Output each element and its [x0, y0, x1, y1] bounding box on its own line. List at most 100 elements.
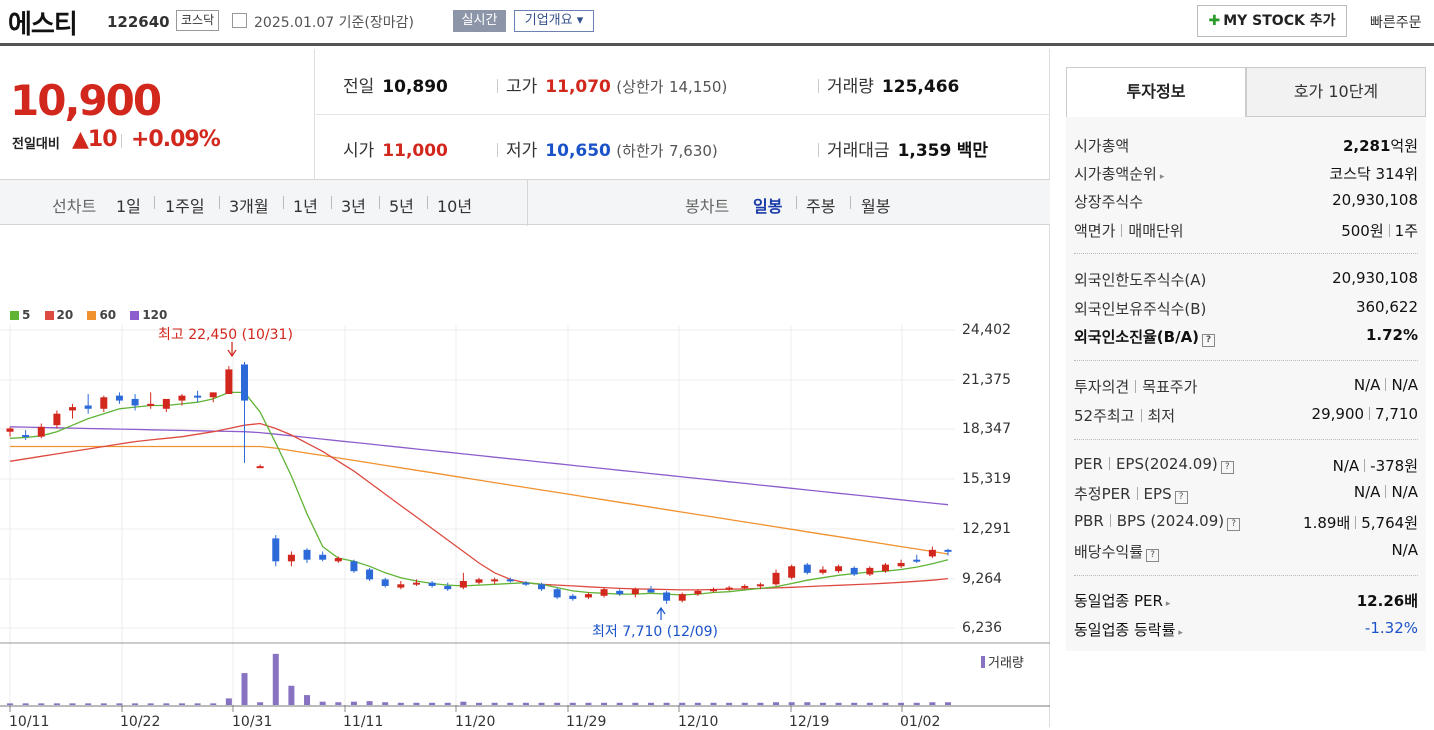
- tab-3y[interactable]: 3년: [341, 197, 366, 216]
- y-tick: 12,291: [962, 521, 1011, 537]
- volume-bar: [726, 702, 733, 705]
- stock-code: 122640: [107, 13, 170, 31]
- candle-body: [272, 538, 280, 562]
- per-eps-row: PER EPS(2024.09)? N/A -378원: [1074, 455, 1418, 475]
- candle-body: [584, 594, 592, 598]
- help-icon[interactable]: ?: [1174, 491, 1188, 504]
- candle-body: [850, 567, 858, 575]
- industry-per-row[interactable]: 동일업종 PER ▸ 12.26배: [1074, 592, 1418, 610]
- price-chart[interactable]: 5 20 60 120 24,402 21,375 18,347 15,319 …: [0, 225, 1050, 730]
- my-stock-add-button[interactable]: ✚ MY STOCK 추가: [1197, 5, 1347, 37]
- volume-bar: [538, 702, 545, 705]
- tab-1y[interactable]: 1년: [293, 197, 318, 216]
- legend-ma5: 5: [10, 308, 30, 322]
- volume-bar: [819, 702, 826, 705]
- volume-bar: [773, 702, 780, 705]
- help-icon[interactable]: ?: [1220, 461, 1234, 474]
- candle-body: [459, 581, 467, 588]
- volume-bar: [601, 702, 608, 705]
- candle-body: [287, 554, 295, 562]
- volume-bar: [569, 702, 576, 705]
- candle-body: [319, 554, 327, 560]
- tab-invest-info[interactable]: 투자정보: [1066, 67, 1246, 117]
- volume-bar: [694, 702, 701, 705]
- stock-name: 에스티: [8, 10, 78, 40]
- x-tick: 01/02: [900, 714, 941, 730]
- ma20-line: [9, 422, 949, 591]
- x-tick: 11/20: [455, 714, 496, 730]
- trade-amount: 거래대금 1,359 백만: [818, 136, 988, 161]
- volume-bar: [757, 702, 764, 705]
- candle-body: [22, 435, 30, 438]
- volume-bar: [38, 703, 45, 705]
- candle-body: [772, 572, 780, 585]
- candle-body: [69, 407, 77, 411]
- candle-body: [6, 428, 14, 432]
- industry-rate-row[interactable]: 동일업종 등락률 ▸ -1.32%: [1074, 619, 1418, 639]
- stock-header: 에스티 122640 코스닥 2025.01.07 기준(장마감) 실시간 기업…: [0, 0, 1434, 46]
- change-value: ▲10: [72, 127, 118, 152]
- realtime-button[interactable]: 실시간: [453, 10, 506, 32]
- candle-body: [631, 589, 639, 595]
- volume-bar: [788, 702, 795, 705]
- volume-bar: [913, 702, 920, 705]
- candle-body: [538, 584, 546, 590]
- volume-bar: [929, 702, 936, 705]
- tab-weekly[interactable]: 주봉: [806, 197, 836, 216]
- tab-3m[interactable]: 3개월: [229, 197, 269, 216]
- volume-bar: [679, 702, 686, 705]
- volume-bar: [85, 703, 92, 705]
- x-tick: 10/31: [232, 714, 273, 730]
- price-box: 10,900 전일대비 ▲10 +0.09%: [0, 49, 315, 179]
- volume-bar: [225, 698, 232, 705]
- volume-bar: [350, 701, 357, 705]
- candle-chart-label: 봉차트: [685, 197, 730, 216]
- x-tick: 12/19: [789, 714, 830, 730]
- rank-row[interactable]: 시가총액순위 ▸ 코스닥 314위: [1074, 165, 1418, 183]
- low-annotation: 최저 7,710 (12/09): [592, 624, 719, 640]
- tab-monthly[interactable]: 월봉: [861, 197, 891, 216]
- candle-body: [725, 587, 733, 590]
- tab-1d[interactable]: 1일: [116, 197, 141, 216]
- volume-bar: [304, 695, 311, 705]
- volume-bar: [382, 702, 389, 705]
- tab-1w[interactable]: 1주일: [165, 197, 205, 216]
- candle-body: [225, 369, 233, 395]
- prev-close: 전일 10,890: [343, 77, 448, 97]
- candle-body: [162, 398, 170, 409]
- volume-bar: [366, 701, 373, 705]
- volume-bar: [866, 702, 873, 705]
- candle-body: [366, 569, 374, 580]
- tab-10y[interactable]: 10년: [437, 197, 473, 216]
- quick-order-link[interactable]: 빠른주문: [1370, 15, 1422, 31]
- high-arrow: [227, 342, 237, 358]
- candle-body: [194, 395, 202, 398]
- volume-bar: [491, 702, 498, 705]
- tab-5y[interactable]: 5년: [389, 197, 414, 216]
- candle-body: [256, 466, 264, 469]
- help-icon[interactable]: ?: [1227, 518, 1241, 531]
- volume-bar: [397, 702, 404, 705]
- volume-bar: [647, 702, 654, 705]
- candle-body: [100, 397, 108, 409]
- legend-ma60: 60: [87, 308, 116, 322]
- volume-bar: [507, 702, 514, 705]
- candle-body: [334, 558, 342, 562]
- volume-bar: [319, 701, 326, 705]
- help-icon[interactable]: ?: [1202, 334, 1216, 347]
- tab-daily[interactable]: 일봉: [753, 197, 783, 216]
- volume-bar: [632, 702, 639, 705]
- candle-body: [37, 426, 45, 437]
- volume-bar: [663, 702, 670, 705]
- ma-legend: 5 20 60 120: [10, 308, 177, 322]
- high-price: 고가 11,070 (상한가 14,150): [497, 72, 727, 97]
- candle-body: [928, 549, 936, 557]
- tab-orderbook[interactable]: 호가 10단계: [1246, 67, 1426, 117]
- candle-body: [178, 395, 186, 401]
- candle-body: [788, 566, 796, 578]
- company-overview-button[interactable]: 기업개요 ▾: [514, 10, 594, 32]
- calendar-icon: [232, 13, 247, 28]
- chevron-right-icon: ▸: [1178, 628, 1183, 638]
- help-icon[interactable]: ?: [1146, 549, 1160, 562]
- candle-body: [397, 584, 405, 588]
